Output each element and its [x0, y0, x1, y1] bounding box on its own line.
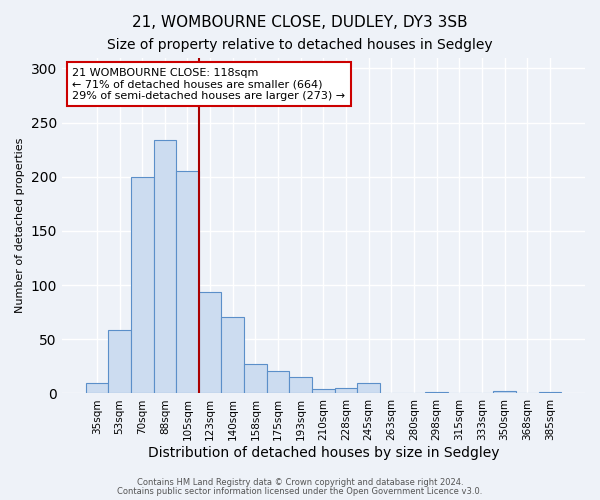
Bar [358, 382, 380, 394]
Bar [108, 330, 131, 394]
Text: 21 WOMBOURNE CLOSE: 118sqm
← 71% of detached houses are smaller (664)
29% of sem: 21 WOMBOURNE CLOSE: 118sqm ← 71% of deta… [72, 68, 346, 101]
Bar [425, 392, 448, 394]
Bar [244, 364, 267, 394]
Bar [335, 388, 358, 394]
Bar [199, 292, 221, 394]
Bar [221, 316, 244, 394]
Bar [154, 140, 176, 394]
Bar [131, 176, 154, 394]
Y-axis label: Number of detached properties: Number of detached properties [15, 138, 25, 313]
Bar [86, 382, 108, 394]
Text: 21, WOMBOURNE CLOSE, DUDLEY, DY3 3SB: 21, WOMBOURNE CLOSE, DUDLEY, DY3 3SB [132, 15, 468, 30]
Text: Size of property relative to detached houses in Sedgley: Size of property relative to detached ho… [107, 38, 493, 52]
Bar [289, 377, 312, 394]
Bar [493, 392, 516, 394]
Bar [176, 172, 199, 394]
Bar [267, 370, 289, 394]
Text: Contains HM Land Registry data © Crown copyright and database right 2024.: Contains HM Land Registry data © Crown c… [137, 478, 463, 487]
X-axis label: Distribution of detached houses by size in Sedgley: Distribution of detached houses by size … [148, 446, 499, 460]
Text: Contains public sector information licensed under the Open Government Licence v3: Contains public sector information licen… [118, 487, 482, 496]
Bar [539, 392, 561, 394]
Bar [312, 389, 335, 394]
